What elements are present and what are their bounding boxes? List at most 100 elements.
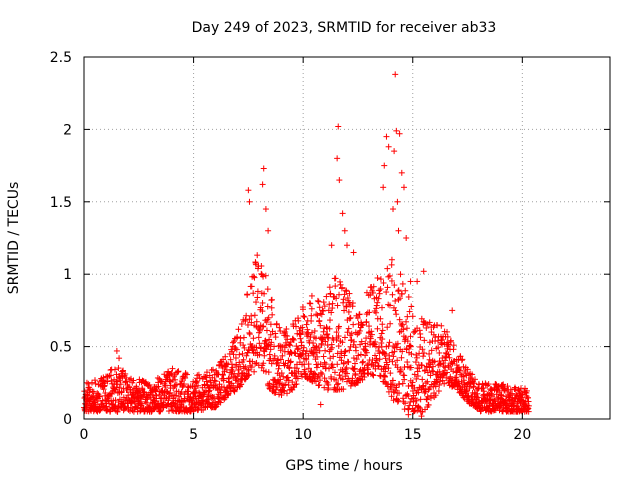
data-point <box>254 288 261 295</box>
data-point <box>425 401 432 408</box>
data-point-outlier <box>308 292 315 299</box>
data-point <box>385 365 392 372</box>
data-point <box>96 393 103 400</box>
data-point <box>397 367 404 374</box>
data-point <box>340 299 347 306</box>
data-point <box>263 327 270 334</box>
data-point <box>169 365 176 372</box>
data-point <box>210 366 217 373</box>
data-point <box>511 399 518 406</box>
data-point <box>523 387 530 394</box>
data-point <box>101 379 108 386</box>
data-point <box>96 392 103 399</box>
data-point <box>157 407 164 414</box>
data-point <box>92 380 99 387</box>
data-point <box>359 321 366 328</box>
data-point <box>108 377 115 384</box>
data-point <box>435 388 442 395</box>
data-point <box>384 361 391 368</box>
data-point <box>329 364 336 371</box>
data-point <box>485 381 492 388</box>
data-point <box>317 377 324 384</box>
data-point <box>253 318 260 325</box>
data-point <box>317 369 324 376</box>
data-point <box>398 354 405 361</box>
data-point <box>436 382 443 389</box>
data-point <box>259 299 266 306</box>
data-point <box>246 331 253 338</box>
data-point <box>156 408 163 415</box>
data-point <box>211 377 218 384</box>
data-point <box>222 353 229 360</box>
data-point <box>115 374 122 381</box>
data-point <box>507 386 514 393</box>
data-point <box>363 349 370 356</box>
data-point <box>401 376 408 383</box>
data-point <box>232 354 239 361</box>
data-point <box>394 340 401 347</box>
data-point <box>450 368 457 375</box>
data-point <box>340 386 347 393</box>
data-point <box>368 328 375 335</box>
data-point <box>284 336 291 343</box>
data-point <box>354 315 361 322</box>
data-point <box>207 379 214 386</box>
data-point <box>412 359 419 366</box>
data-point <box>384 324 391 331</box>
data-point <box>469 371 476 378</box>
data-point <box>289 335 296 342</box>
data-point <box>366 309 373 316</box>
data-point <box>416 405 423 412</box>
data-point <box>346 290 353 297</box>
data-point <box>377 286 384 293</box>
data-point <box>474 394 481 401</box>
data-point-outlier <box>390 206 397 213</box>
data-point <box>348 330 355 337</box>
data-point <box>113 384 120 391</box>
data-point <box>240 342 247 349</box>
data-point <box>172 392 179 399</box>
data-point <box>407 343 414 350</box>
data-point <box>400 395 407 402</box>
data-point <box>242 316 249 323</box>
data-point-outlier <box>335 123 342 130</box>
data-point-outlier <box>341 227 348 234</box>
data-point <box>445 351 452 358</box>
data-point <box>265 314 272 321</box>
data-point <box>341 307 348 314</box>
data-point <box>386 302 393 309</box>
data-point <box>525 402 532 409</box>
data-point <box>227 356 234 363</box>
data-point <box>395 288 402 295</box>
data-point <box>316 347 323 354</box>
data-point <box>388 277 395 284</box>
data-point <box>471 376 478 383</box>
data-point <box>244 291 251 298</box>
data-point-outlier <box>317 401 324 408</box>
data-point <box>267 321 274 328</box>
data-point <box>260 360 267 367</box>
data-point <box>393 344 400 351</box>
data-point <box>442 357 449 364</box>
data-point <box>376 356 383 363</box>
data-point <box>407 333 414 340</box>
data-point <box>107 372 114 379</box>
data-point <box>235 326 242 333</box>
data-point <box>404 313 411 320</box>
data-point <box>327 355 334 362</box>
data-point <box>331 369 338 376</box>
data-point <box>398 322 405 329</box>
plot-frame <box>83 56 611 420</box>
data-point <box>267 346 274 353</box>
data-point <box>399 321 406 328</box>
data-point <box>335 380 342 387</box>
data-point <box>343 303 350 310</box>
data-point <box>394 357 401 364</box>
data-point <box>300 344 307 351</box>
data-point <box>277 376 284 383</box>
data-point <box>287 349 294 356</box>
data-point <box>155 383 162 390</box>
data-point <box>86 389 93 396</box>
data-point <box>374 325 381 332</box>
data-point-outlier <box>395 227 402 234</box>
